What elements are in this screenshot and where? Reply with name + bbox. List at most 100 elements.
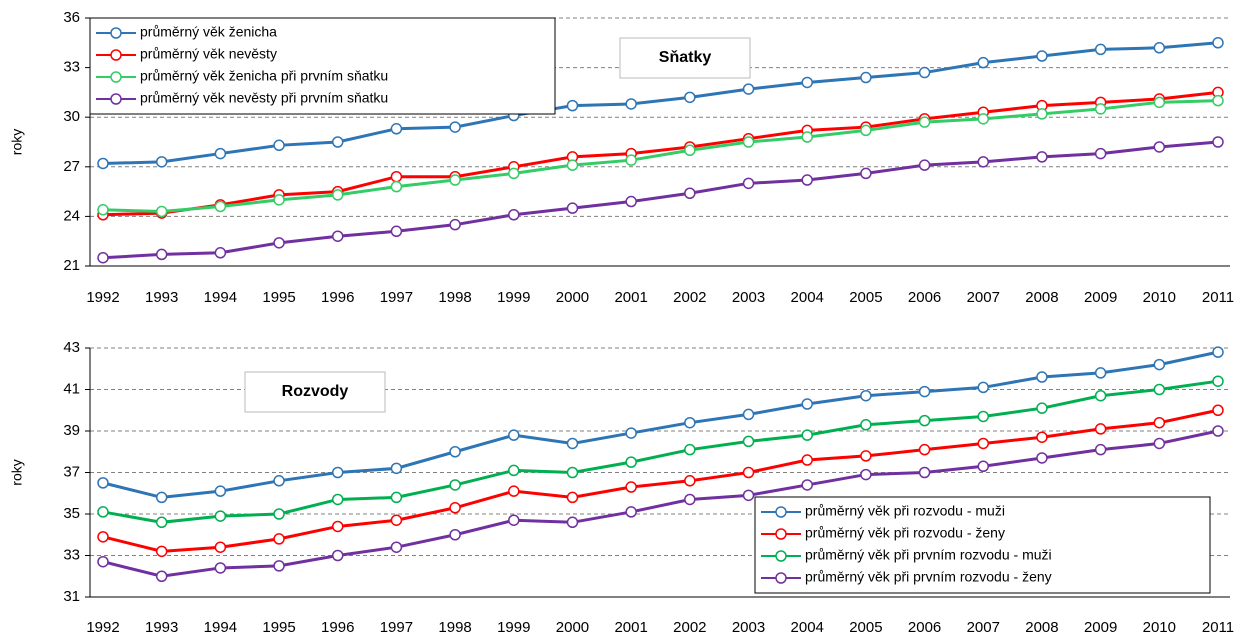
point <box>977 113 990 125</box>
point <box>1153 141 1166 153</box>
annotation-box <box>244 371 386 413</box>
point <box>508 485 520 497</box>
point <box>331 520 344 533</box>
x-tick-label: 2001 <box>614 619 647 636</box>
x-tick-label: 2011 <box>1202 289 1234 306</box>
point <box>1036 371 1048 383</box>
point <box>977 156 990 168</box>
point <box>1212 37 1224 49</box>
y-tick-label: 39 <box>63 422 80 439</box>
series-line <box>102 429 1219 578</box>
point <box>566 159 579 171</box>
point <box>918 159 931 171</box>
point <box>214 247 227 259</box>
x-tick-label: 2007 <box>967 289 1000 306</box>
point <box>1153 416 1166 429</box>
x-tick-label: 1996 <box>321 289 354 306</box>
point <box>273 237 285 249</box>
point <box>390 541 403 553</box>
point <box>860 124 872 137</box>
point <box>155 491 168 504</box>
point <box>155 205 168 218</box>
x-tick-label: 2009 <box>1084 289 1117 306</box>
y-tick-label: 30 <box>63 108 80 125</box>
point <box>1094 147 1107 160</box>
point <box>1094 423 1107 435</box>
point <box>801 429 813 441</box>
series-line <box>102 99 1219 213</box>
legend-marker <box>775 528 787 540</box>
point <box>1212 136 1224 148</box>
point <box>1036 402 1048 414</box>
y-tick-label: 41 <box>63 380 80 397</box>
point <box>155 248 168 261</box>
point <box>508 514 520 526</box>
point <box>742 489 755 502</box>
point <box>1036 452 1048 464</box>
legend-label: průměrný věk při prvním rozvodu - muži <box>805 547 1052 563</box>
point <box>1153 358 1166 371</box>
point <box>1094 389 1107 402</box>
point <box>508 464 520 477</box>
x-tick-label: 1997 <box>380 289 413 306</box>
legend-label: průměrný věk ženicha <box>140 24 277 40</box>
point <box>1153 383 1166 396</box>
point <box>684 144 696 157</box>
x-tick-label: 2000 <box>556 619 589 636</box>
x-tick-label: 1993 <box>145 619 178 636</box>
x-tick-label: 1996 <box>321 619 354 636</box>
point <box>860 389 872 402</box>
point <box>214 562 227 574</box>
x-tick-label: 2007 <box>967 619 1000 636</box>
legend-label: průměrný věk ženicha při prvním sňatku <box>140 68 388 84</box>
point <box>1094 43 1107 56</box>
point <box>1036 431 1048 443</box>
point <box>684 475 696 487</box>
annotation: Rozvody <box>282 383 349 400</box>
point <box>273 194 285 206</box>
point <box>684 416 696 429</box>
x-tick-label: 2004 <box>791 289 824 306</box>
point <box>801 479 813 491</box>
point <box>801 76 813 89</box>
x-tick-label: 2010 <box>1143 619 1176 636</box>
point <box>625 506 637 518</box>
point <box>97 157 109 170</box>
point <box>1153 437 1166 450</box>
point <box>566 202 579 214</box>
x-tick-label: 2008 <box>1025 289 1058 306</box>
x-tick-label: 1997 <box>380 619 413 636</box>
point <box>331 549 344 562</box>
point <box>97 531 109 543</box>
point <box>625 427 637 439</box>
point <box>918 116 931 128</box>
point <box>625 154 637 166</box>
legend-marker <box>110 93 122 105</box>
point <box>1094 367 1107 379</box>
x-tick-label: 2000 <box>556 289 589 306</box>
point <box>1212 346 1224 358</box>
y-axis-label: roky <box>9 129 25 155</box>
point <box>860 450 872 462</box>
legend-marker <box>110 27 122 39</box>
y-axis-label: roky <box>9 459 25 485</box>
point <box>1036 151 1048 163</box>
point <box>742 177 755 190</box>
point <box>684 493 696 506</box>
point <box>918 385 931 398</box>
point <box>214 485 227 497</box>
point <box>566 516 579 529</box>
point <box>155 516 168 529</box>
point <box>508 429 520 441</box>
y-tick-label: 33 <box>63 546 80 563</box>
point <box>449 446 461 458</box>
point <box>1153 96 1166 109</box>
point <box>449 502 461 514</box>
x-tick-label: 1994 <box>204 289 237 306</box>
point <box>566 491 579 504</box>
legend-box <box>89 17 556 115</box>
y-tick-label: 31 <box>63 588 80 605</box>
point <box>155 545 168 558</box>
point <box>273 560 285 572</box>
